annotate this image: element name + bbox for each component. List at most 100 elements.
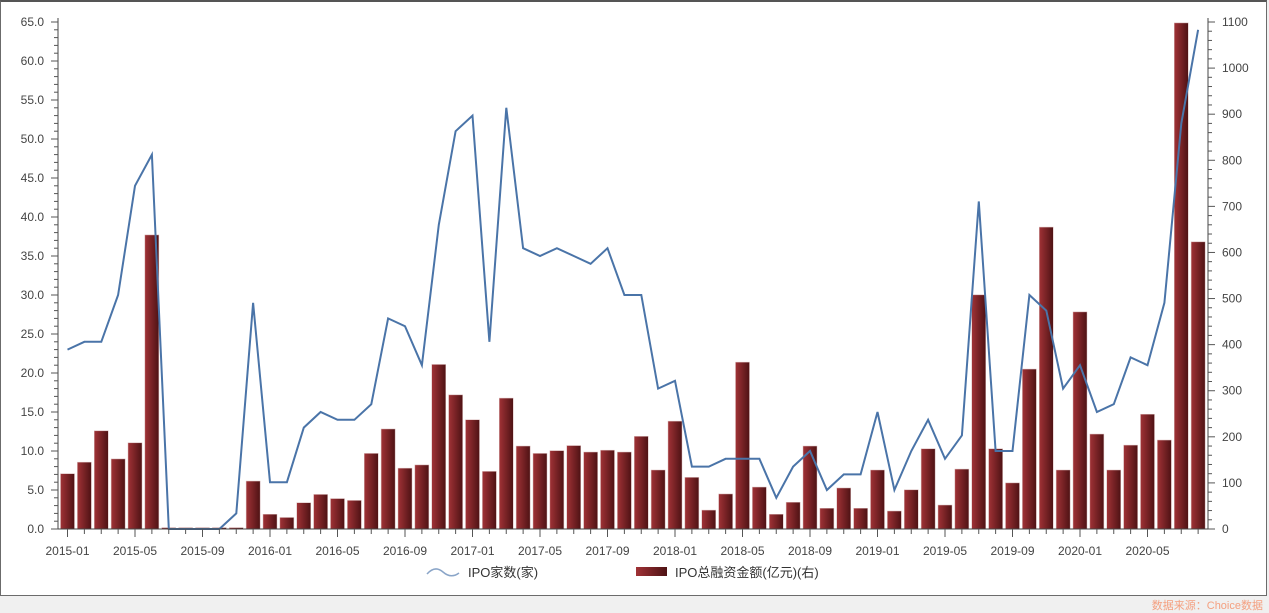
bar-2017-07	[566, 445, 581, 530]
bar-2015-05	[127, 442, 143, 530]
bar-2015-03	[94, 430, 109, 530]
bar-2016-06	[347, 500, 362, 530]
svg-text:65.0: 65.0	[21, 15, 45, 29]
bar-2016-09	[397, 467, 413, 530]
bar-2020-08	[1190, 241, 1206, 530]
bar-2019-04	[920, 448, 936, 530]
bar-2018-11	[836, 487, 851, 530]
svg-text:15.0: 15.0	[21, 405, 45, 419]
bar-2018-12	[853, 508, 868, 530]
bar-series	[60, 22, 1206, 530]
bar-2016-07	[364, 453, 379, 530]
bar-2019-07	[971, 294, 986, 530]
svg-text:1000: 1000	[1222, 61, 1249, 75]
svg-text:100: 100	[1222, 476, 1242, 490]
legend: IPO家数(家) IPO总融资金额(亿元)(右)	[0, 562, 1269, 586]
bar-2017-04	[515, 445, 531, 530]
bar-2020-02	[1089, 433, 1105, 530]
bar-2017-05	[532, 453, 548, 530]
bar-2015-12	[245, 480, 261, 530]
bar-2019-10	[1022, 368, 1037, 530]
bar-2019-11	[1039, 226, 1054, 530]
svg-text:2020-05: 2020-05	[1125, 544, 1169, 558]
legend-item-line[interactable]: IPO家数(家)	[426, 562, 538, 581]
bar-2016-01	[262, 514, 278, 530]
left-axis: 0.0 5.0 10.0 15.0 20.0 25.0 30.0 35.0 40.0 45.0 50…	[21, 15, 59, 536]
svg-text:2019-09: 2019-09	[990, 544, 1034, 558]
svg-text:300: 300	[1222, 384, 1242, 398]
svg-text:2019-01: 2019-01	[855, 544, 899, 558]
line-series	[67, 29, 1200, 530]
bar-2016-10	[414, 464, 430, 530]
svg-text:2018-09: 2018-09	[788, 544, 832, 558]
svg-text:700: 700	[1222, 199, 1242, 213]
svg-text:20.0: 20.0	[21, 366, 45, 380]
bar-2020-04	[1123, 444, 1138, 530]
bar-2016-02	[279, 517, 295, 530]
chart-frame: 0.0 5.0 10.0 15.0 20.0 25.0 30.0 35.0 40.0 45.0 50…	[0, 0, 1267, 596]
bar-2020-03	[1106, 469, 1121, 530]
svg-text:2015-09: 2015-09	[180, 544, 224, 558]
svg-text:60.0: 60.0	[21, 54, 45, 68]
bar-2019-12	[1055, 469, 1071, 530]
bar-2017-02	[482, 471, 497, 530]
bar-2019-06	[954, 468, 970, 530]
bar-2020-05	[1140, 413, 1155, 530]
svg-text:600: 600	[1222, 245, 1242, 259]
legend-item-bar[interactable]: IPO总融资金额(亿元)(右)	[636, 562, 819, 581]
bar-2018-01	[667, 420, 683, 530]
svg-text:2016-05: 2016-05	[315, 544, 359, 558]
bar-2017-03	[499, 397, 514, 530]
svg-text:40.0: 40.0	[21, 210, 45, 224]
bar-2016-03	[296, 502, 311, 530]
right-axis: 0 100 200 300 400 500 600 700 800 900 1000 1100	[1207, 15, 1249, 536]
svg-text:50.0: 50.0	[21, 132, 45, 146]
bar-2017-12	[650, 469, 666, 530]
svg-text:5.0: 5.0	[27, 483, 44, 497]
data-source-note: 数据来源：Choice数据	[1151, 600, 1263, 612]
svg-text:2017-05: 2017-05	[518, 544, 562, 558]
svg-text:2015-01: 2015-01	[45, 544, 89, 558]
bar-2017-08	[583, 451, 598, 530]
bar-2018-08	[785, 502, 801, 530]
svg-text:45.0: 45.0	[21, 171, 45, 185]
bar-2015-02	[77, 461, 92, 530]
svg-text:2018-05: 2018-05	[720, 544, 764, 558]
bar-2020-01	[1072, 311, 1088, 530]
bar-2019-03	[904, 489, 919, 530]
svg-text:25.0: 25.0	[21, 327, 45, 341]
bar-2018-10	[819, 508, 835, 530]
svg-text:10.0: 10.0	[21, 444, 45, 458]
bar-2019-09	[1005, 482, 1020, 530]
bar-2018-07	[769, 514, 784, 530]
svg-text:2016-09: 2016-09	[383, 544, 427, 558]
bar-swatch-icon	[636, 567, 667, 576]
bar-2018-05	[735, 361, 750, 530]
ipo-count-line	[67, 29, 1200, 530]
bar-2016-11	[431, 364, 446, 530]
bar-2017-10	[617, 451, 632, 530]
svg-text:800: 800	[1222, 153, 1242, 167]
svg-text:35.0: 35.0	[21, 249, 45, 263]
bar-2017-11	[634, 436, 649, 530]
bar-2018-03	[701, 509, 716, 530]
svg-text:0: 0	[1222, 522, 1229, 536]
svg-text:1100: 1100	[1222, 15, 1248, 29]
bar-2016-12	[448, 394, 463, 530]
bar-2016-05	[330, 498, 345, 530]
svg-text:2018-01: 2018-01	[653, 544, 697, 558]
bar-2018-06	[752, 486, 767, 530]
svg-text:30.0: 30.0	[21, 288, 45, 302]
svg-text:2019-05: 2019-05	[923, 544, 967, 558]
bar-2019-05	[937, 504, 953, 530]
svg-text:2015-05: 2015-05	[113, 544, 157, 558]
bar-2015-04	[110, 458, 126, 530]
svg-text:2017-01: 2017-01	[450, 544, 494, 558]
bar-2016-08	[380, 428, 396, 530]
svg-text:2020-01: 2020-01	[1058, 544, 1102, 558]
bar-2019-02	[887, 510, 902, 530]
svg-text:2016-01: 2016-01	[248, 544, 292, 558]
bar-2017-06	[549, 450, 565, 530]
bar-2015-01	[60, 473, 75, 530]
svg-text:55.0: 55.0	[21, 93, 45, 107]
